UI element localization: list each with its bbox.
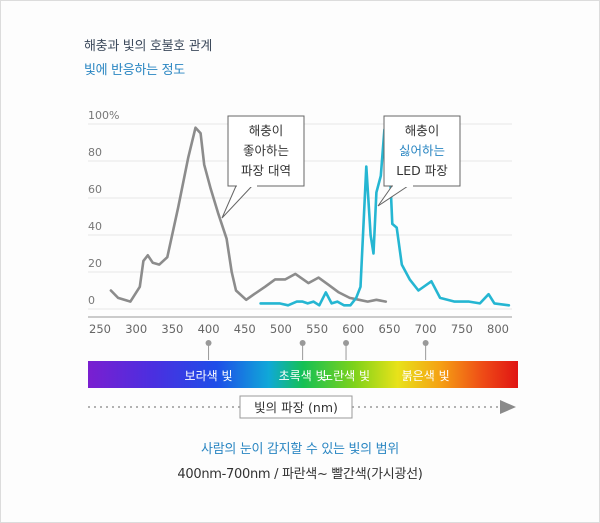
callout-text: 좋아하는 (243, 143, 289, 158)
callout-box (227, 115, 305, 187)
chart-subtitle: 빛에 반응하는 정도 (84, 63, 185, 78)
y-tick-label: 20 (88, 257, 102, 270)
x-tick-label: 450 (234, 322, 256, 336)
x-tick-label: 700 (415, 322, 437, 336)
x-axis-ticks: 250 300 350 400 450 500 550 600 650 700 750 800 (89, 322, 509, 336)
series-line-led (259, 126, 511, 307)
x-tick-label: 800 (487, 322, 509, 336)
callout-pointer (377, 185, 409, 207)
spectrum-label: 보라색 빛 (185, 369, 233, 383)
x-axis-title: 빛의 파장 (nm) (254, 400, 338, 415)
y-axis-ticks: 0 20 40 60 80 100% (88, 109, 119, 307)
spectrum-marker-dot (205, 340, 212, 346)
callout-text: LED 파장 (396, 163, 448, 178)
spectrum-label: 노란색 빛 (322, 369, 370, 383)
spectrum-label: 초록색 빛 (279, 369, 327, 383)
x-axis-title-box (239, 395, 353, 419)
callout-text: 싫어하는 (399, 143, 445, 158)
y-tick-label: 40 (88, 220, 102, 233)
visible-spectrum-bar (88, 361, 518, 388)
callout-pointer (221, 185, 253, 219)
callout-box (383, 115, 461, 187)
wavelength-arrow-head (500, 400, 516, 414)
callout-text: 해충이 (405, 123, 440, 138)
callout-gap (393, 185, 413, 187)
spectrum-marker-dot (422, 340, 429, 346)
x-tick-label: 250 (89, 322, 111, 336)
spectrum-marker-dot (343, 340, 350, 346)
callout-text: 파장 대역 (241, 163, 291, 178)
y-tick-label: 100% (88, 109, 119, 122)
y-tick-label: 80 (88, 146, 102, 159)
x-tick-label: 350 (161, 322, 183, 336)
spectrum-markers (205, 340, 429, 360)
callout-gap (237, 185, 257, 187)
y-tick-label: 0 (88, 294, 95, 307)
x-tick-label: 550 (306, 322, 328, 336)
spectrum-label: 붉은색 빛 (402, 369, 450, 383)
callout-text: 해충이 (249, 123, 284, 138)
x-tick-label: 600 (342, 322, 364, 336)
series-line-gray (109, 126, 388, 303)
x-tick-label: 300 (125, 322, 147, 336)
x-tick-label: 650 (378, 322, 400, 336)
x-tick-label: 750 (451, 322, 473, 336)
x-tick-label: 400 (198, 322, 220, 336)
spectrum-marker-dot (299, 340, 306, 346)
chart-title: 해충과 빛의 호불호 관계 (84, 39, 213, 54)
series-lines (109, 126, 511, 307)
caption-visible-range: 사람의 눈이 감지할 수 있는 빛의 범위 (201, 442, 399, 457)
y-tick-label: 60 (88, 183, 102, 196)
x-tick-label: 500 (270, 322, 292, 336)
caption-range-detail: 400nm-700nm / 파란색~ 빨간색(가시광선) (177, 467, 423, 482)
